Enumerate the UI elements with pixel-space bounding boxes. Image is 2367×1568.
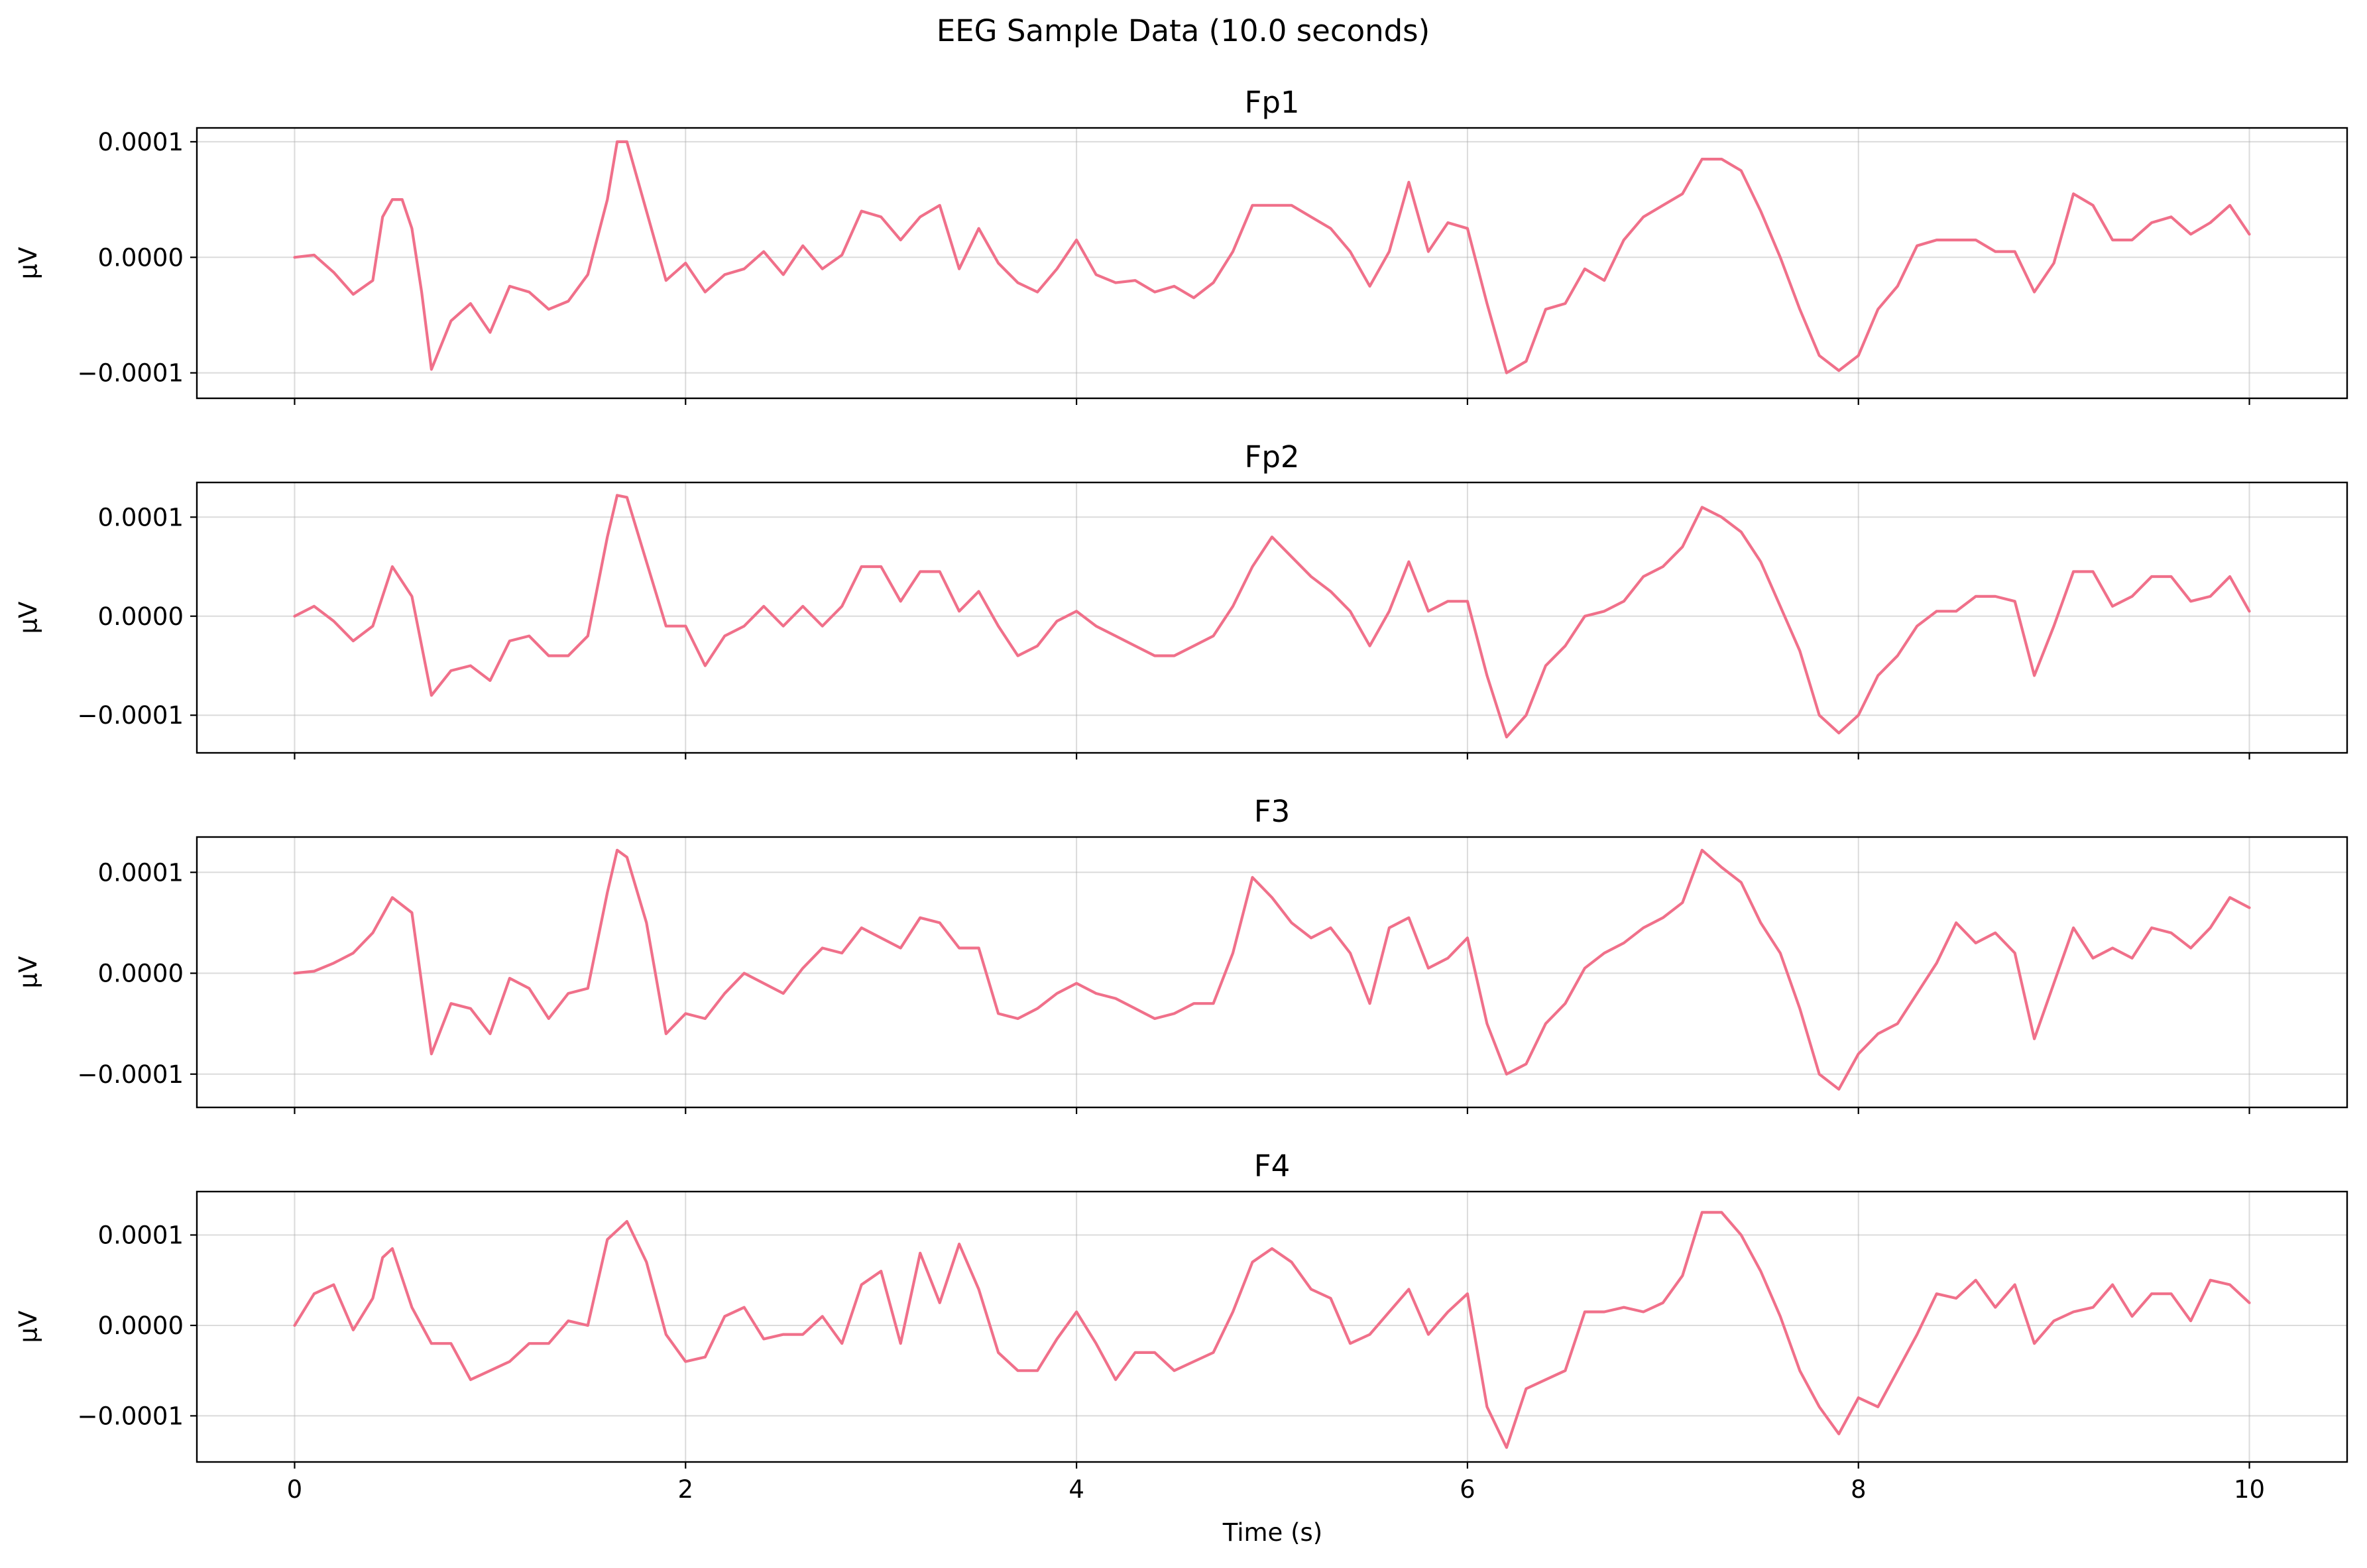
x-tick-label: 0 <box>287 1475 303 1504</box>
y-tick-label: −0.0001 <box>78 359 184 388</box>
y-tick-label: 0.0001 <box>98 1221 184 1249</box>
signal-trace-fp2 <box>293 494 2251 739</box>
axes-frame <box>196 1190 2348 1463</box>
y-axis-label: µV <box>14 1311 42 1343</box>
y-axis-label: µV <box>14 602 42 634</box>
y-tick-label: 0.0001 <box>98 503 184 532</box>
y-tick-label: −0.0001 <box>78 1402 184 1430</box>
y-tick-label: 0.0000 <box>98 243 184 272</box>
channel-title: F3 <box>1254 794 1291 829</box>
signal-trace-fp1 <box>293 140 2251 374</box>
y-tick-label: 0.0000 <box>98 602 184 631</box>
channel-panel-f4: F4 −0.0001 0.0000 0.0001 µV 0 2 4 6 8 10 <box>14 1148 2348 1504</box>
y-axis-label: µV <box>14 956 42 989</box>
x-axis-label: Time (s) <box>1222 1518 1322 1547</box>
axes-frame <box>196 836 2348 1109</box>
channel-title: F4 <box>1254 1148 1291 1184</box>
axes-frame <box>196 127 2348 400</box>
channel-panel-fp1: Fp1 −0.0001 0.0000 0.0001 µV <box>14 85 2348 405</box>
y-tick-label: 0.0001 <box>98 858 184 887</box>
x-tick-label: 8 <box>1851 1475 1867 1504</box>
axes-frame <box>196 481 2348 754</box>
channel-title: Fp1 <box>1244 85 1299 120</box>
x-tick-label: 4 <box>1068 1475 1084 1504</box>
y-tick-label: 0.0000 <box>98 1312 184 1340</box>
y-tick-label: 0.0000 <box>98 960 184 988</box>
channel-panels: Fp1 −0.0001 0.0000 0.0001 µV Fp2 −0.0001 0.0000… <box>14 85 2348 1504</box>
y-tick-label: −0.0001 <box>78 1060 184 1089</box>
x-tick-label: 6 <box>1460 1475 1475 1504</box>
channel-title: Fp2 <box>1244 439 1299 475</box>
signal-trace-f4 <box>293 1211 2251 1449</box>
x-tick-label: 2 <box>677 1475 693 1504</box>
channel-panel-f3: F3 −0.0001 0.0000 0.0001 µV <box>14 794 2348 1114</box>
y-tick-label: 0.0001 <box>98 128 184 156</box>
y-axis-label: µV <box>14 247 42 280</box>
y-tick-label: −0.0001 <box>78 701 184 730</box>
signal-trace-f3 <box>293 848 2251 1091</box>
chart-title: EEG Sample Data (10.0 seconds) <box>937 13 1430 48</box>
channel-panel-fp2: Fp2 −0.0001 0.0000 0.0001 µV <box>14 439 2348 759</box>
x-tick-label: 10 <box>2234 1475 2265 1504</box>
